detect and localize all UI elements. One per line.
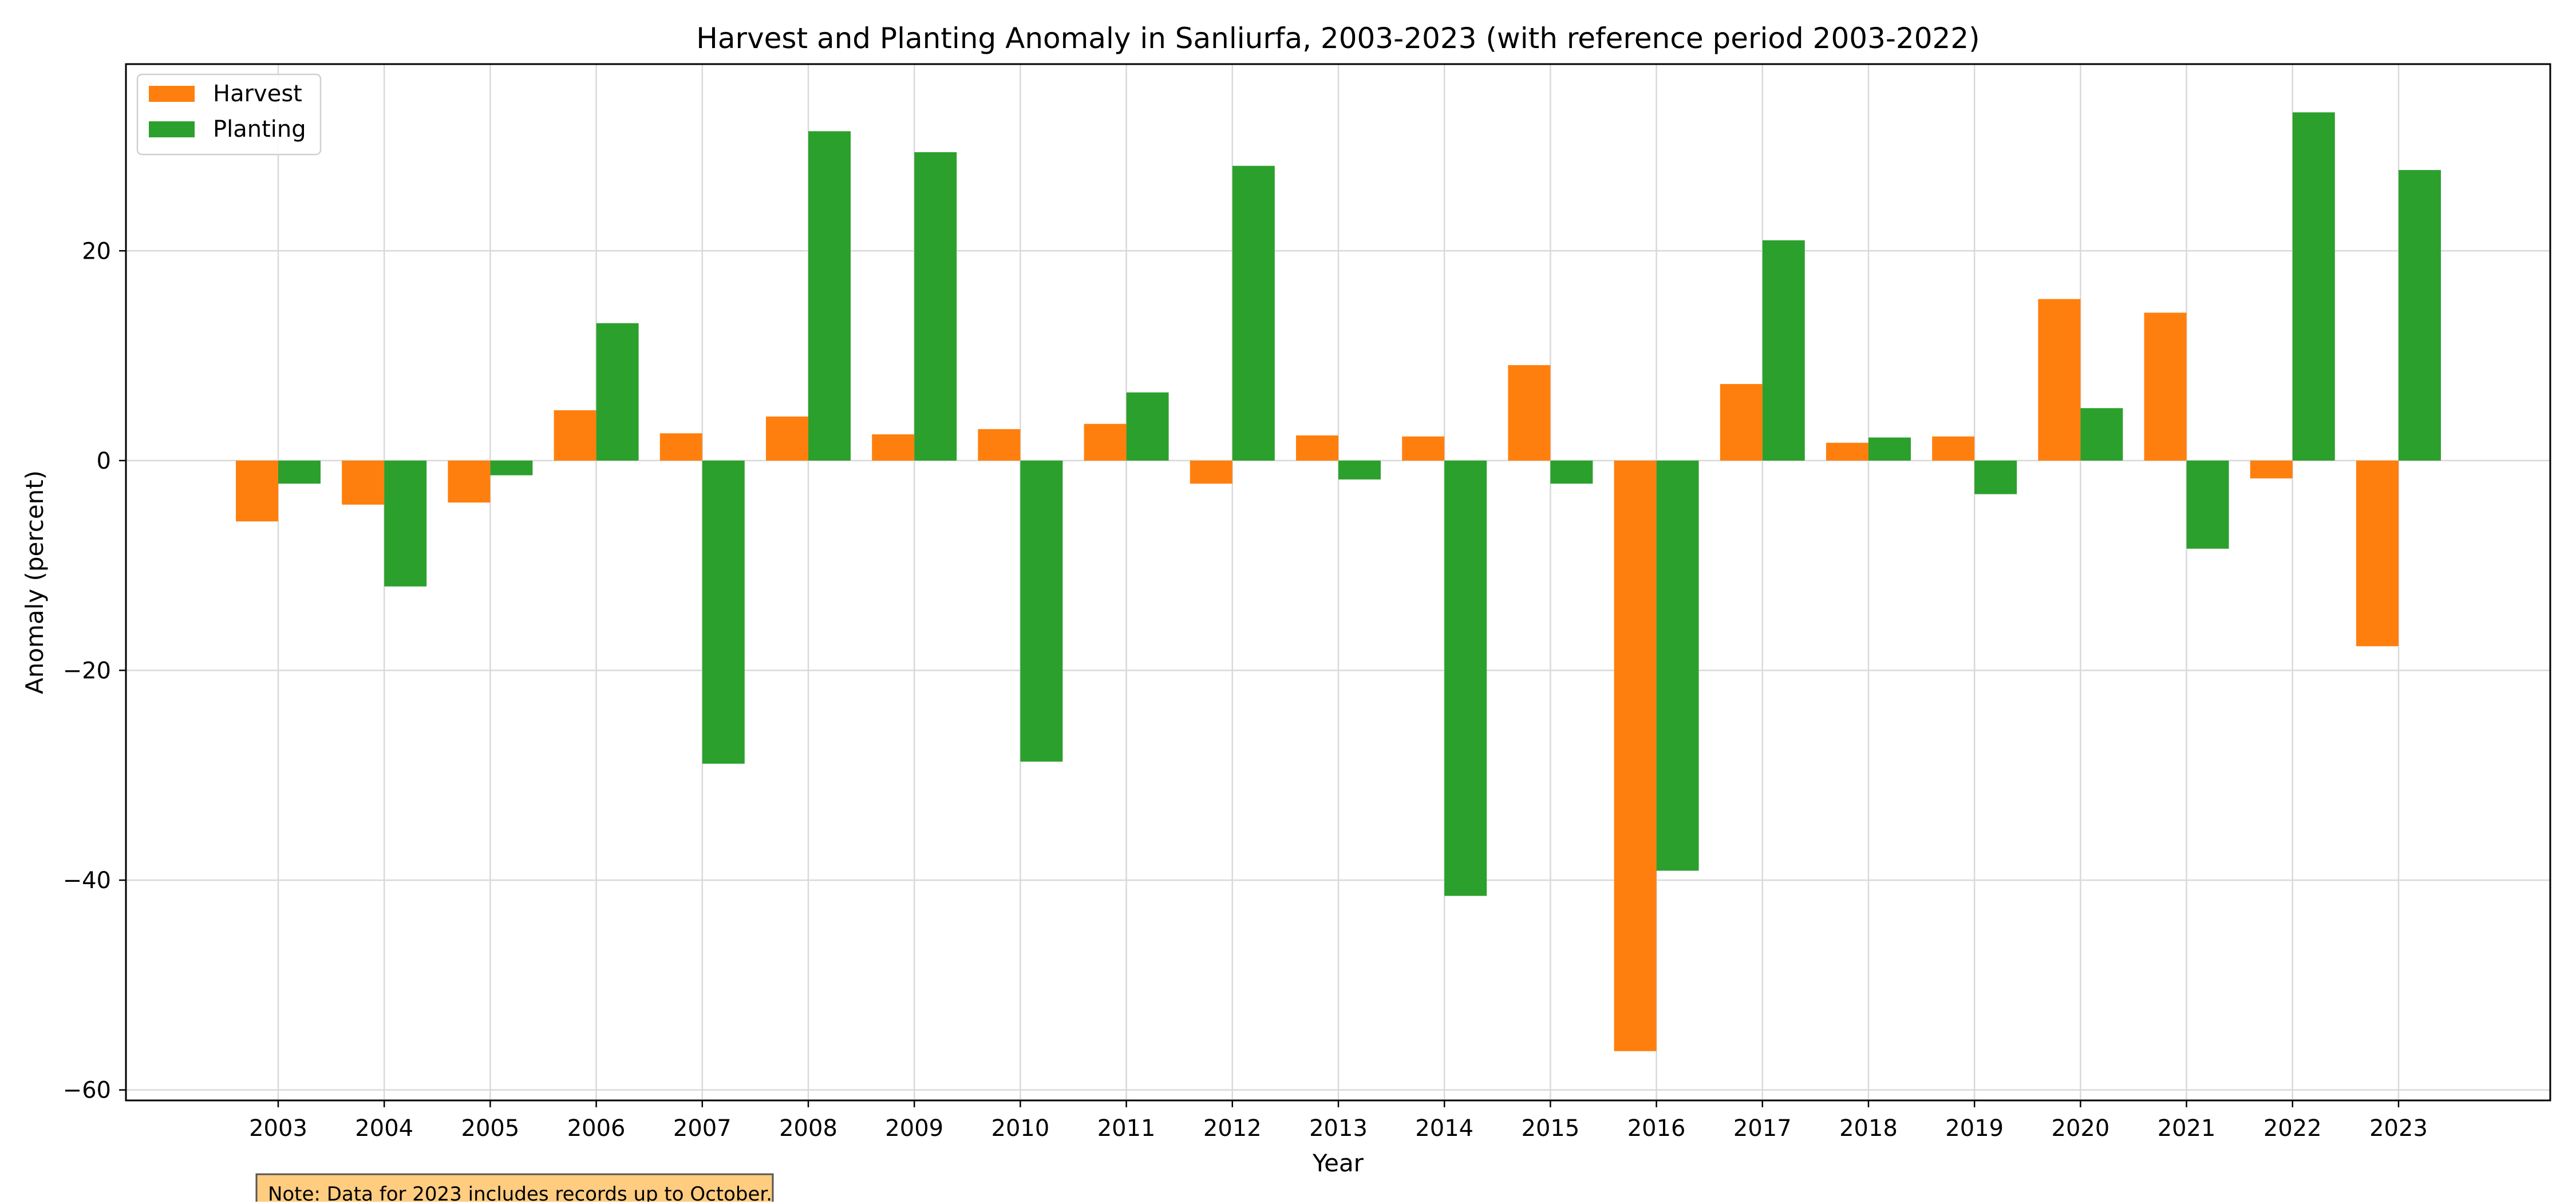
x-tick-label: 2018	[1839, 1115, 1898, 1142]
bar-harvest	[766, 416, 808, 461]
x-tick-label: 2004	[355, 1115, 413, 1142]
bar-planting	[384, 460, 427, 587]
x-tick-label: 2016	[1627, 1115, 1686, 1142]
x-tick-label: 2020	[2052, 1115, 2110, 1142]
bar-planting	[1444, 460, 1487, 896]
x-tick-label: 2014	[1415, 1115, 1473, 1142]
legend-label-harvest: Harvest	[213, 81, 302, 107]
bar-harvest	[659, 433, 702, 461]
bar-harvest	[2356, 460, 2399, 647]
legend-swatch-harvest	[149, 86, 195, 102]
bar-planting	[490, 460, 533, 476]
bar-planting	[596, 323, 639, 461]
bar-planting	[2292, 112, 2335, 461]
bar-harvest	[2144, 312, 2187, 461]
legend: Harvest Planting	[136, 73, 322, 156]
note-background	[255, 1173, 774, 1204]
grid-lines	[126, 64, 2550, 1100]
bar-planting	[1974, 460, 2017, 494]
bar-planting	[1550, 460, 1593, 484]
bars	[236, 112, 2441, 1051]
x-tick-label: 2010	[991, 1115, 1050, 1142]
x-tick-label: 2015	[1522, 1115, 1580, 1142]
x-axis-label: Year	[1312, 1149, 1364, 1177]
bar-planting	[278, 460, 321, 484]
bar-harvest	[872, 434, 915, 461]
x-tick-label: 2007	[673, 1115, 732, 1142]
bar-planting	[2399, 170, 2441, 461]
bar-harvest	[1508, 365, 1551, 461]
x-tick-label: 2019	[1945, 1115, 2004, 1142]
bar-harvest	[1720, 384, 1763, 461]
bar-harvest	[2250, 460, 2293, 479]
bar-planting	[1338, 460, 1381, 480]
note-text: Note: Data for 2023 includes records up …	[268, 1183, 772, 1202]
y-tick-label: 20	[82, 238, 111, 264]
x-tick-label: 2021	[2158, 1115, 2216, 1142]
bar-planting	[914, 152, 957, 461]
x-tick-label: 2022	[2263, 1115, 2322, 1142]
bar-planting	[1126, 392, 1169, 461]
bar-harvest	[1826, 442, 1868, 461]
bar-harvest	[2038, 299, 2081, 461]
bar-harvest	[342, 460, 385, 505]
x-tick-label: 2017	[1733, 1115, 1792, 1142]
bar-harvest	[1402, 436, 1445, 461]
y-tick-label: −20	[63, 658, 111, 684]
axis-ticks: 2003 2004 2005 2006 2007 2008 2009 2010 2011 2012…	[63, 238, 2428, 1142]
bar-planting	[808, 131, 851, 461]
y-tick-label: −40	[63, 868, 111, 894]
bar-planting	[2186, 460, 2229, 549]
x-tick-label: 2013	[1309, 1115, 1368, 1142]
bar-planting	[702, 460, 745, 764]
x-tick-label: 2006	[567, 1115, 626, 1142]
bar-planting	[1232, 165, 1275, 461]
x-tick-label: 2003	[249, 1115, 307, 1142]
bar-planting	[1762, 240, 1805, 461]
legend-swatch-planting	[149, 121, 195, 137]
legend-label-planting: Planting	[213, 116, 306, 142]
bar-harvest	[1190, 460, 1232, 484]
x-tick-label: 2009	[885, 1115, 943, 1142]
x-tick-label: 2023	[2369, 1115, 2428, 1142]
bar-harvest	[1932, 436, 1975, 461]
bar-planting	[1868, 437, 1911, 461]
bar-planting	[1020, 460, 1063, 762]
y-axis-label: Anomaly (percent)	[21, 470, 49, 694]
x-tick-label: 2012	[1203, 1115, 1262, 1142]
x-tick-label: 2008	[779, 1115, 837, 1142]
bar-harvest	[978, 429, 1021, 461]
note-box: Note: Data for 2023 includes records up …	[255, 1173, 774, 1204]
bar-harvest	[1614, 460, 1657, 1051]
x-tick-label: 2011	[1097, 1115, 1156, 1142]
y-tick-label: 0	[97, 448, 111, 474]
bar-harvest	[554, 410, 596, 461]
bar-harvest	[448, 460, 491, 503]
y-tick-label: −60	[63, 1078, 111, 1104]
x-tick-label: 2005	[461, 1115, 520, 1142]
bar-planting	[2080, 408, 2123, 461]
bar-harvest	[236, 460, 278, 522]
bar-harvest	[1084, 423, 1127, 461]
chart-title: Harvest and Planting Anomaly in Sanliurf…	[696, 22, 1980, 55]
bar-harvest	[1296, 435, 1338, 461]
bar-planting	[1656, 460, 1699, 871]
